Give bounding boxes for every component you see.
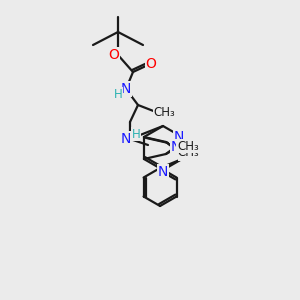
Text: N: N — [174, 130, 184, 144]
Text: CH₃: CH₃ — [153, 106, 175, 118]
Text: N: N — [158, 165, 168, 179]
Text: CH₃: CH₃ — [177, 140, 199, 152]
Text: CH₃: CH₃ — [177, 146, 199, 158]
Text: N: N — [121, 82, 131, 96]
Text: N: N — [121, 132, 131, 146]
Text: O: O — [146, 57, 156, 71]
Text: O: O — [109, 48, 119, 62]
Text: H: H — [114, 88, 122, 100]
Text: H: H — [178, 148, 187, 160]
Text: N: N — [171, 140, 181, 154]
Text: H: H — [132, 128, 140, 140]
